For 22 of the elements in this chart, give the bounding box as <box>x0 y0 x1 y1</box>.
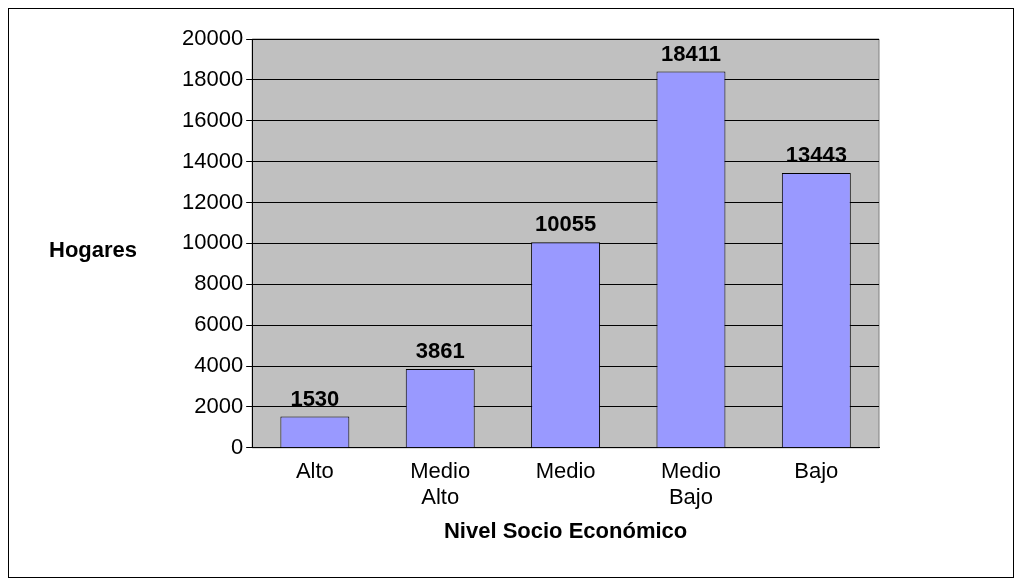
y-tick-label: 18000 <box>181 65 244 91</box>
y-tick-label: 14000 <box>181 147 244 173</box>
y-tick-label: 10000 <box>181 229 244 255</box>
y-tick-label: 16000 <box>181 106 244 132</box>
data-label: 1530 <box>290 385 340 411</box>
data-label: 3861 <box>415 337 465 363</box>
y-axis-title: Hogares <box>49 237 138 263</box>
y-tick-label: 4000 <box>194 352 244 378</box>
y-tick-label: 8000 <box>194 270 244 296</box>
data-label: 10055 <box>534 211 597 237</box>
x-axis-title: Nivel Socio Económico <box>443 517 688 543</box>
x-tick-label: Alto <box>295 458 334 484</box>
x-tick-label: Medio Bajo <box>660 458 721 510</box>
y-tick-label: 12000 <box>181 188 244 214</box>
y-tick-label: 6000 <box>194 311 244 337</box>
data-label: 18411 <box>660 40 721 66</box>
y-tick-label: 0 <box>230 433 244 459</box>
y-tick-label: 20000 <box>181 25 244 51</box>
x-tick-label: Bajo <box>794 458 839 484</box>
y-tick-label: 2000 <box>194 392 244 418</box>
x-tick-label: Medio <box>535 458 596 484</box>
x-tick-label: Medio Alto <box>410 458 471 510</box>
